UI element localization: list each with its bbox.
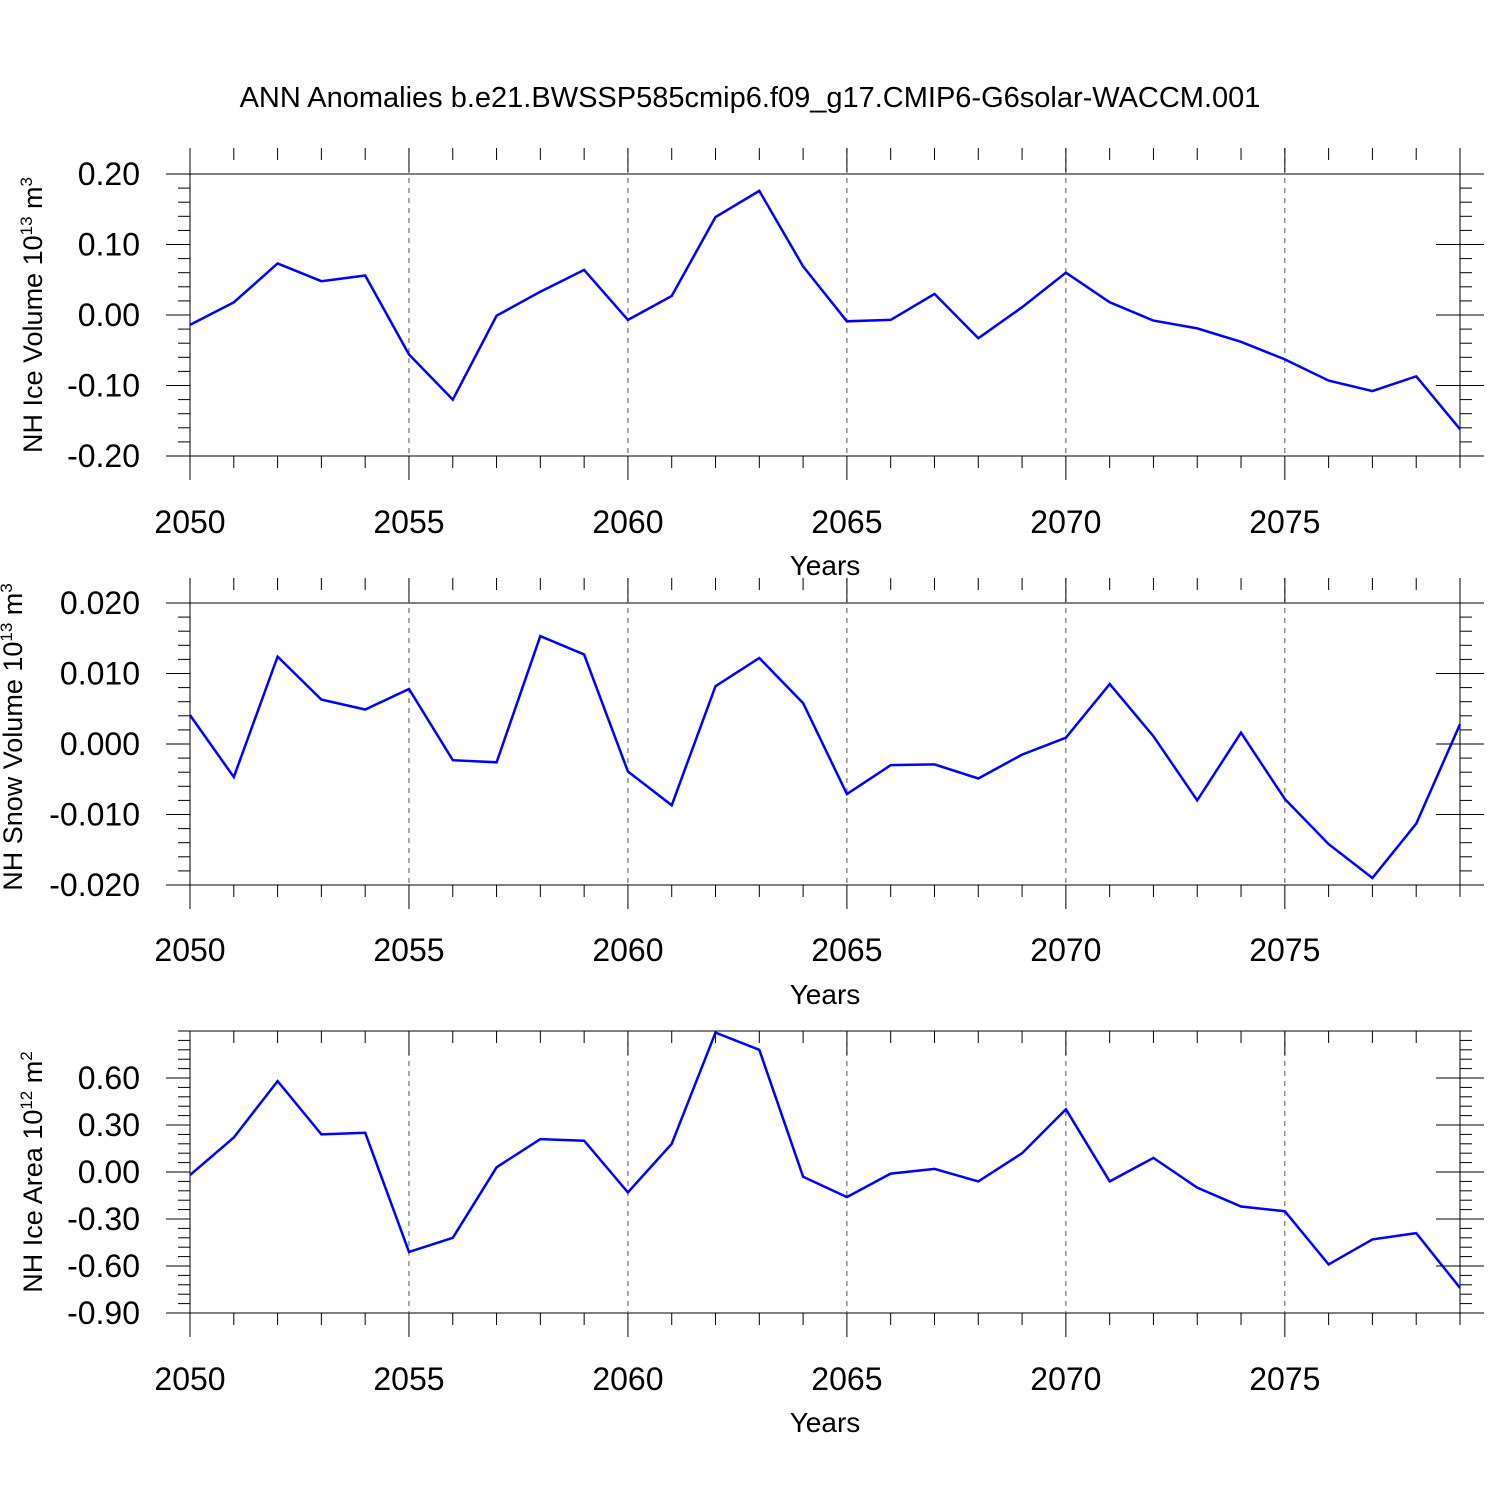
x-tick-label: 2055: [373, 504, 444, 540]
x-tick-label: 2060: [592, 504, 663, 540]
y-tick-label: -0.60: [67, 1248, 140, 1284]
y-axis-title: NH Ice Area 1012 m2: [17, 1051, 48, 1292]
x-axis-title: Years: [790, 1407, 861, 1438]
y-axis-title: NH Snow Volume 1013 m3: [0, 583, 28, 891]
y-tick-label: 0.010: [60, 656, 140, 692]
y-tick-label: 0.000: [60, 726, 140, 762]
y-tick-label: 0.00: [78, 1154, 140, 1190]
x-tick-label: 2055: [373, 932, 444, 968]
series-line: [189, 189, 1461, 430]
y-tick-label: 0.60: [78, 1060, 140, 1096]
y-tick-label: -0.10: [67, 368, 140, 404]
x-tick-label: 2055: [373, 1361, 444, 1397]
y-tick-label: 0.20: [78, 156, 140, 192]
y-tick-label: 0.00: [78, 297, 140, 333]
x-tick-label: 2065: [811, 932, 882, 968]
x-tick-label: 2050: [154, 932, 225, 968]
x-tick-label: 2050: [154, 504, 225, 540]
y-tick-label: -0.020: [49, 867, 140, 903]
x-tick-label: 2075: [1249, 1361, 1320, 1397]
y-tick-label: 0.020: [60, 585, 140, 621]
y-tick-label: 0.30: [78, 1107, 140, 1143]
panel-3: 2050 2055 2060 2065 2070 2075 Years 0.60 0.30 0.0…: [17, 1030, 1484, 1438]
y-tick-label: -0.20: [67, 438, 140, 474]
y-tick-label: -0.30: [67, 1201, 140, 1237]
x-tick-label: 2070: [1030, 1361, 1101, 1397]
x-axis-title: Years: [790, 979, 861, 1010]
y-axis-title: NH Ice Volume 1013 m3: [17, 177, 48, 453]
chart-title: ANN Anomalies b.e21.BWSSP585cmip6.f09_g1…: [239, 82, 1261, 114]
y-tick-label: -0.010: [49, 797, 140, 833]
x-tick-label: 2065: [811, 1361, 882, 1397]
x-tick-label: 2075: [1249, 504, 1320, 540]
x-tick-label: 2065: [811, 504, 882, 540]
x-tick-label: 2075: [1249, 932, 1320, 968]
x-tick-label: 2060: [592, 932, 663, 968]
series-line: [189, 1030, 1461, 1289]
panel-1: 2050 2055 2060 2065 2070 2075 Years 0.20 0.10 0.0…: [17, 148, 1484, 581]
y-tick-label: -0.90: [67, 1295, 140, 1331]
series-line: [188, 634, 1462, 880]
y-tick-label: 0.10: [78, 227, 140, 263]
x-tick-label: 2060: [592, 1361, 663, 1397]
x-axis-title: Years: [790, 550, 861, 581]
x-tick-label: 2050: [154, 1361, 225, 1397]
x-tick-label: 2070: [1030, 504, 1101, 540]
x-tick-label: 2070: [1030, 932, 1101, 968]
panel-2: 2050 2055 2060 2065 2070 2075 Years 0.020 0.010 0…: [0, 578, 1484, 1010]
